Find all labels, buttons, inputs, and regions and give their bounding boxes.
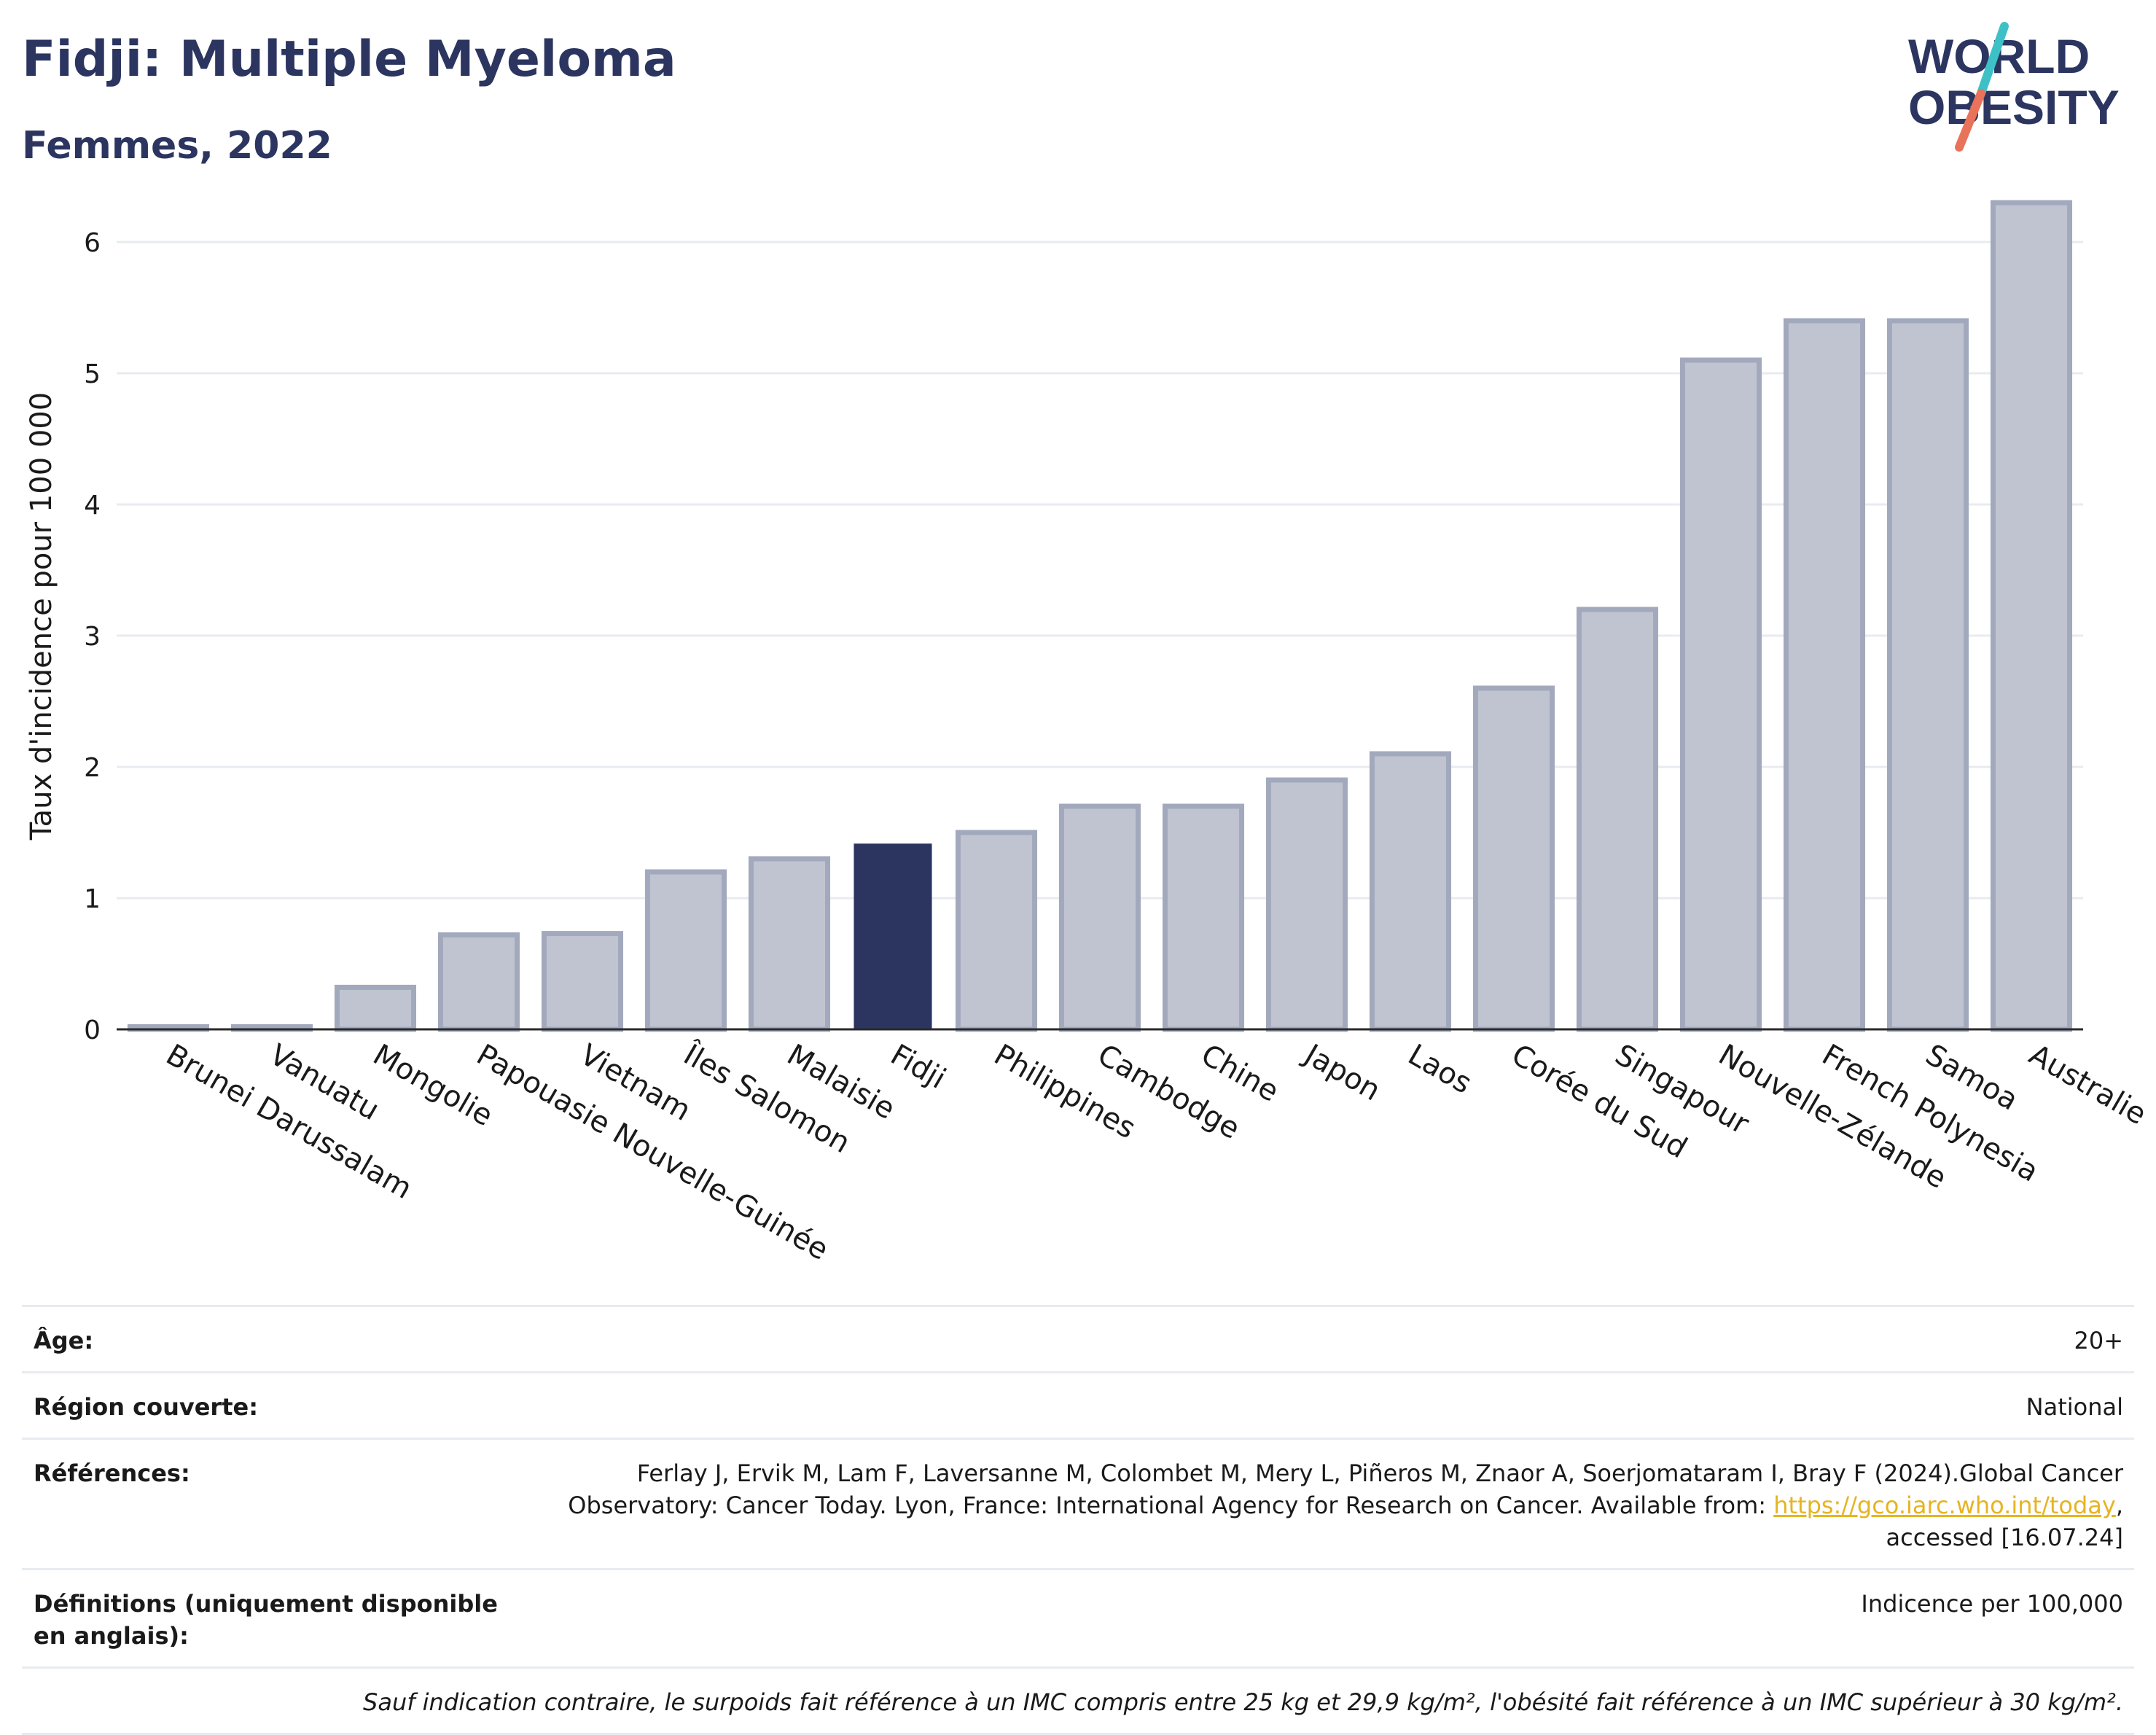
definitions-label: Définitions (uniquement disponible en an…: [22, 1568, 540, 1668]
references-label: Références:: [22, 1438, 540, 1570]
references-line-2: Observatory: Cancer Today. Lyon, France:…: [568, 1492, 1774, 1519]
table-row-references: Références: Ferlay J, Ervik M, Lam F, La…: [22, 1438, 2134, 1570]
table-row-region: Région couverte: National: [22, 1371, 2134, 1439]
x-tick-label: Laos: [1402, 1038, 1477, 1101]
x-tick-label: Japon: [1297, 1037, 1386, 1107]
logo-slash-top: [1977, 22, 2009, 98]
bar-vietnam: [541, 931, 624, 1032]
bar-singapour: [1576, 607, 1659, 1032]
table-row-age: Âge: 20+: [22, 1305, 2134, 1373]
x-tick-label: Papouasie Nouvelle-Guinée: [471, 1038, 834, 1267]
bar-australie: [1990, 200, 2073, 1032]
logo-line-2: OBESITY: [1908, 80, 2120, 134]
table-row-note: Sauf indication contraire, le surpoids f…: [22, 1666, 2134, 1735]
bar-cor-e-du-sud: [1472, 685, 1555, 1032]
bars: [127, 200, 2073, 1032]
references-line-2-suffix: ,: [2115, 1492, 2123, 1519]
references-line-1: Ferlay J, Ervik M, Lam F, Laversanne M, …: [636, 1459, 2123, 1487]
y-tick-label: 6: [84, 228, 101, 258]
y-tick-label: 5: [84, 359, 101, 389]
y-tick-label: 1: [84, 884, 101, 914]
bar-french-polynesia: [1783, 318, 1866, 1032]
y-axis-title: Taux d'incidence pour 100 000: [25, 392, 58, 841]
bar-chine: [1162, 803, 1245, 1032]
bar-cambodge: [1058, 803, 1141, 1032]
x-tick-label: Fidji: [885, 1038, 951, 1096]
bar-laos: [1369, 751, 1452, 1032]
references-link[interactable]: https://gco.iarc.who.int/today: [1773, 1492, 2116, 1519]
world-obesity-logo: WORLD OBESITY: [1908, 22, 2120, 152]
references-line-3: accessed [16.07.24]: [1886, 1524, 2123, 1551]
bar-malaisie: [748, 856, 831, 1032]
footnote: Sauf indication contraire, le surpoids f…: [22, 1666, 2134, 1735]
bar-mongolie: [334, 984, 417, 1032]
bar-japon: [1265, 777, 1348, 1032]
bar-fidji: [854, 843, 932, 1030]
y-tick-labels: 0 1 2 3 4 5 6: [84, 228, 101, 1045]
x-tick-label: Îles Salomon: [677, 1037, 856, 1161]
logo-slash-bottom: [1955, 89, 1985, 152]
chart-title: Fidji: Multiple Myeloma: [22, 31, 676, 88]
y-tick-label: 2: [84, 753, 101, 783]
y-tick-label: 0: [84, 1015, 101, 1045]
region-value: National: [540, 1371, 2134, 1439]
bar-samoa: [1886, 318, 1969, 1032]
references-value: Ferlay J, Ervik M, Lam F, Laversanne M, …: [540, 1438, 2134, 1570]
x-tick-labels: Brunei DarussalamVanuatuMongoliePapouasi…: [160, 1037, 2152, 1267]
table-row-definitions: Définitions (uniquement disponible en an…: [22, 1568, 2134, 1668]
bar-papouasie-nouvelle-guin-e: [437, 932, 520, 1032]
bar-nouvelle-z-lande: [1679, 357, 1762, 1032]
bar-chart: 0 1 2 3 4 5 6 Brunei DarussalamVanuatuMongolie…: [25, 200, 2152, 1267]
y-tick-label: 3: [84, 622, 101, 652]
region-label: Région couverte:: [22, 1371, 540, 1439]
bar-philippines: [955, 830, 1038, 1032]
x-tick-label: Australie: [2023, 1038, 2152, 1131]
bar--les-salomon: [644, 869, 727, 1032]
chart-subtitle: Femmes, 2022: [22, 124, 332, 168]
info-table: Âge: 20+ Région couverte: National Référ…: [22, 1305, 2134, 1735]
age-value: 20+: [540, 1305, 2134, 1373]
x-tick-label: Corée du Sud: [1506, 1038, 1692, 1166]
y-tick-label: 4: [84, 491, 101, 520]
definitions-value: Indicence per 100,000: [540, 1568, 2134, 1668]
age-label: Âge:: [22, 1305, 540, 1373]
